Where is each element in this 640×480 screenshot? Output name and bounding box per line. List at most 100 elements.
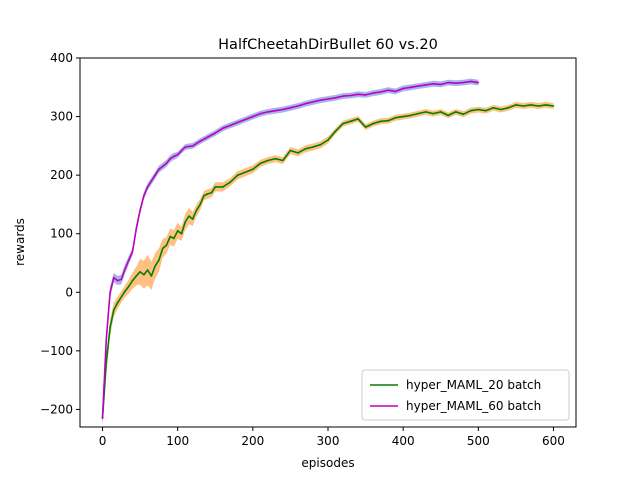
series-0-point (259, 162, 262, 165)
series-1-point (154, 174, 156, 176)
series-1-point (417, 85, 420, 87)
series-0-point (537, 105, 540, 107)
series-1-point (139, 209, 141, 212)
series-1-point (124, 268, 126, 270)
series-0-point (387, 119, 389, 122)
series-0-point (334, 130, 337, 132)
series-1-point (477, 81, 480, 84)
series-1-point (146, 186, 149, 188)
series-0-point (274, 157, 277, 160)
x-axis-label: episodes (301, 456, 354, 470)
series-0-point (349, 120, 352, 123)
series-1-point (342, 95, 344, 97)
y-axis-label: rewards (13, 218, 27, 266)
series-1-point (116, 279, 119, 282)
series-1-point (135, 227, 138, 229)
series-0-point (470, 109, 472, 112)
y-tick-label: −100 (40, 344, 73, 358)
series-1-point (424, 84, 427, 86)
series-0-point (210, 191, 213, 194)
series-0-point (252, 168, 254, 171)
series-1-point (312, 101, 314, 103)
series-0-point (492, 107, 495, 109)
series-0-point (485, 109, 487, 112)
series-0-point (327, 139, 329, 141)
series-0-point (439, 111, 442, 113)
series-0-point (552, 105, 555, 107)
series-0-point (116, 302, 119, 304)
series-1-point (158, 168, 160, 171)
series-1-point (297, 105, 299, 107)
series-1-point (214, 132, 217, 134)
series-0-point (109, 326, 111, 329)
series-0-point (507, 107, 510, 109)
series-1-point (176, 153, 179, 156)
series-1-point (462, 81, 465, 84)
series-1-point (191, 145, 194, 147)
series-1-point (105, 338, 108, 340)
series-0-point (146, 269, 149, 271)
series-0-point (447, 114, 450, 117)
series-0-point (150, 275, 153, 277)
x-tick-label: 300 (317, 434, 340, 448)
series-0-point (120, 296, 123, 298)
series-1-point (319, 99, 322, 101)
series-1-point (387, 89, 389, 91)
series-1-point (131, 250, 134, 253)
series-1-point (432, 83, 435, 85)
series-0-point (357, 118, 359, 120)
series-0-point (113, 309, 115, 311)
series-0-point (124, 290, 126, 292)
series-1-point (101, 417, 104, 420)
legend-box (361, 369, 570, 421)
series-0-point (424, 111, 427, 113)
series-1-point (259, 112, 262, 115)
series-0-point (342, 122, 344, 125)
series-0-point (244, 171, 247, 173)
x-tick-label: 600 (542, 434, 565, 448)
series-1-point (229, 124, 232, 127)
series-0-point (500, 108, 502, 111)
series-1-point (274, 109, 277, 112)
series-0-point (432, 112, 435, 115)
series-0-point (372, 122, 374, 125)
series-1-point (357, 93, 359, 96)
series-0-point (188, 215, 190, 217)
series-1-point (282, 108, 284, 111)
series-0-point (195, 209, 198, 212)
series-1-point (113, 276, 115, 279)
series-0-point (173, 237, 175, 240)
series-0-point (207, 193, 209, 195)
series-lines (101, 80, 555, 420)
series-0-point (522, 105, 525, 107)
series-1-point (470, 80, 472, 83)
series-0-point (237, 174, 239, 176)
series-0-point (169, 235, 171, 238)
series-0-point (297, 152, 299, 154)
series-0-point (545, 104, 547, 106)
y-axis: −200 −100 0 100 200 300 400 (40, 51, 80, 416)
series-0-point (312, 146, 314, 148)
series-0-point (364, 126, 367, 128)
series-0-point (203, 194, 205, 197)
series-0-point (409, 114, 412, 117)
series-0-point (184, 221, 186, 223)
series-0-point (222, 186, 224, 188)
series-1-point (334, 97, 337, 99)
series-0-point (319, 143, 322, 146)
series-1-point (409, 86, 412, 89)
x-axis: 0 100 200 300 400 500 600 (99, 427, 565, 448)
y-tick-label: 200 (50, 168, 73, 182)
legend-label-1: hyper_MAML_60 batch (406, 399, 541, 413)
series-0-point (282, 159, 284, 162)
series-0-point (402, 115, 405, 118)
series-0-point (180, 232, 183, 235)
series-0-point (199, 203, 201, 206)
y-tick-label: −200 (40, 402, 73, 416)
series-0-point (229, 181, 232, 183)
confidence-bands (102, 78, 554, 427)
x-tick-label: 500 (467, 434, 490, 448)
series-0-point (139, 271, 141, 273)
series-1-point (199, 140, 201, 142)
